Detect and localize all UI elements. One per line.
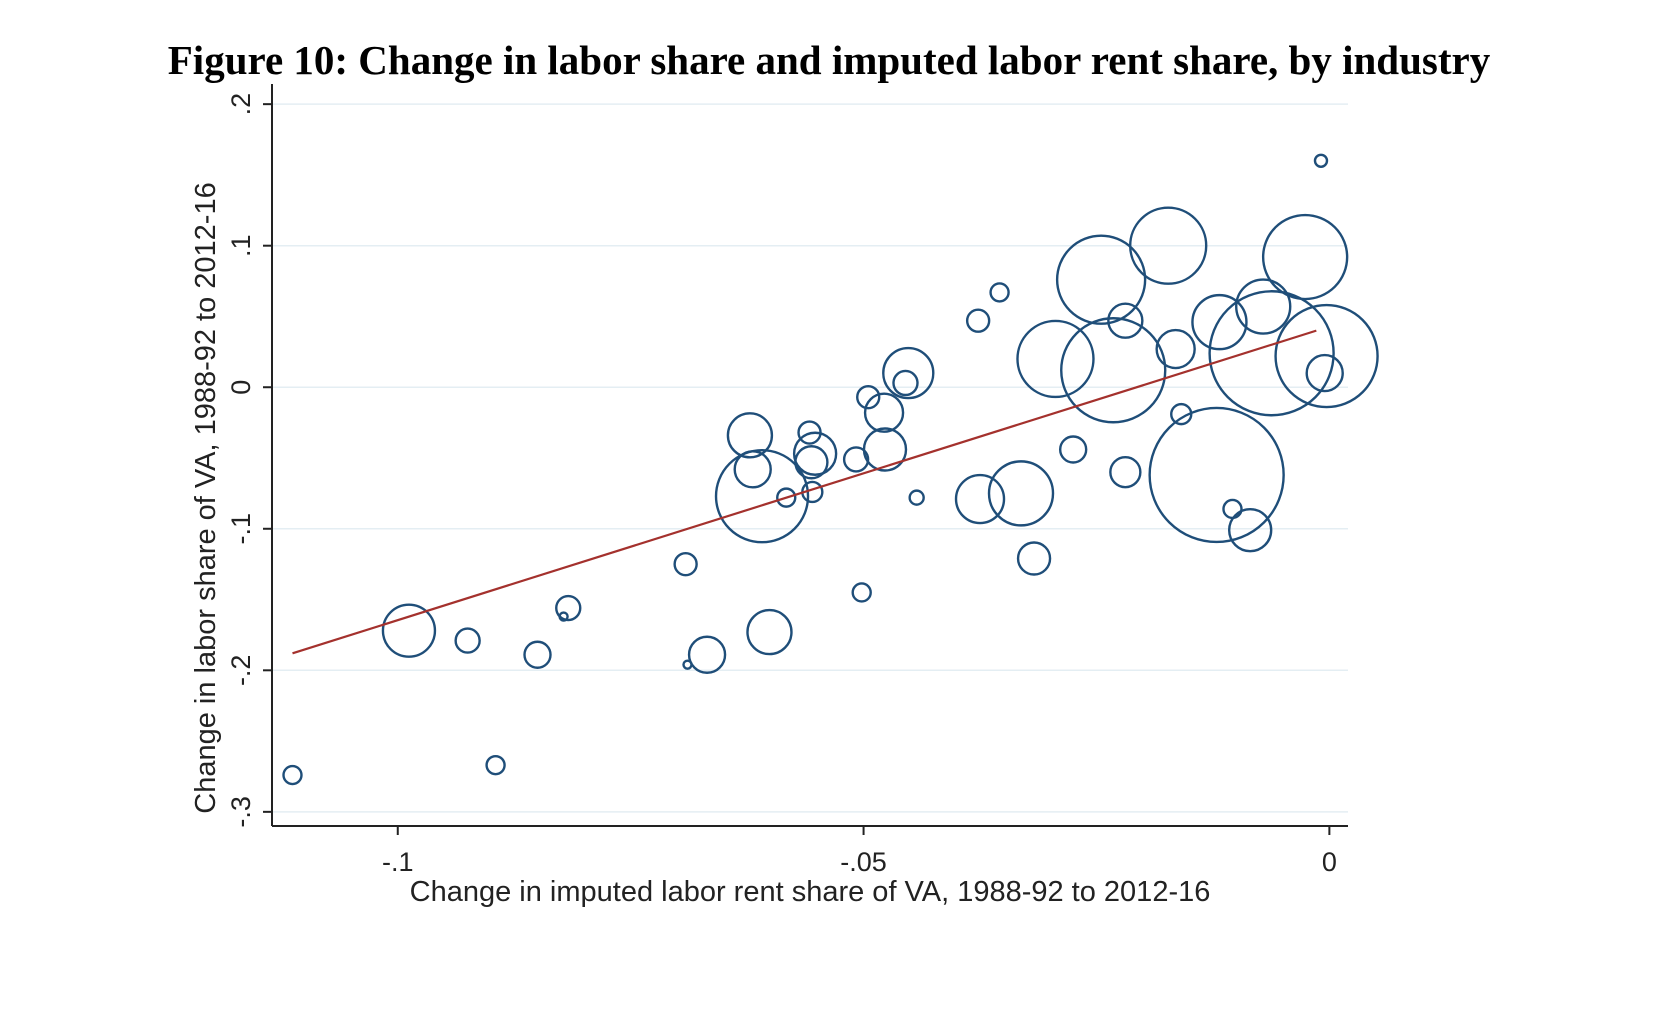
- scatter-point: [714, 449, 810, 544]
- scatter-point: [965, 308, 991, 333]
- scatter-point: [1016, 319, 1095, 399]
- axes: [271, 84, 1348, 827]
- scatter-point: [908, 489, 925, 506]
- scatter-point: [1235, 278, 1292, 335]
- scatter-point: [794, 445, 829, 480]
- y-tick-label: 0: [226, 380, 256, 395]
- y-tick-label: -.2: [226, 655, 256, 687]
- scatter-point: [1058, 435, 1088, 464]
- scatter-point: [1227, 507, 1273, 553]
- x-axis-ticks: -.1 -.05 0: [382, 826, 1337, 877]
- scatter-point: [1060, 317, 1167, 424]
- scatter-point: [523, 640, 552, 669]
- y-tick-label: .1: [226, 234, 256, 257]
- y-tick-label: .2: [226, 93, 256, 116]
- scatter-point: [1155, 328, 1196, 370]
- scatter-point: [1191, 293, 1248, 351]
- scatter-point: [954, 473, 1006, 525]
- scatter-point: [454, 627, 481, 654]
- scatter-point: [892, 369, 919, 397]
- scatter-point: [862, 427, 908, 472]
- scatter-point: [381, 603, 437, 658]
- scatter-point: [1109, 455, 1142, 489]
- scatter-point: [687, 635, 727, 674]
- scatter-point: [1274, 303, 1379, 409]
- x-tick-label: -.1: [382, 847, 414, 877]
- y-tick-label: -.3: [226, 796, 256, 828]
- scatter-point: [1148, 406, 1285, 544]
- y-axis-label: Change in labor share of VA, 1988-92 to …: [190, 182, 222, 813]
- scatter-point: [1261, 213, 1349, 301]
- scatter-point: [842, 446, 870, 473]
- scatter-point: [282, 764, 303, 786]
- scatter-point: [856, 384, 881, 410]
- scatter-point: [673, 551, 698, 577]
- x-tick-label: -.05: [840, 847, 887, 877]
- scatter-point: [746, 608, 793, 656]
- y-tick-label: -.1: [226, 513, 256, 545]
- scatter-point: [987, 460, 1055, 527]
- scatter-point: [1107, 302, 1144, 339]
- x-tick-label: 0: [1322, 847, 1337, 877]
- fit-line: [292, 329, 1317, 655]
- scatter-point: [792, 431, 838, 476]
- scatter-points: [282, 153, 1379, 786]
- scatter-point: [851, 582, 872, 603]
- scatter-point: [555, 594, 582, 622]
- grid-lines: [272, 103, 1348, 813]
- x-axis-label: Change in imputed labor rent share of VA…: [410, 876, 1211, 908]
- scatter-point: [726, 412, 774, 459]
- scatter-point: [776, 487, 797, 508]
- scatter-point: [1208, 290, 1335, 417]
- scatter-point: [1170, 402, 1193, 426]
- scatter-point: [863, 392, 905, 433]
- scatter-point: [1313, 153, 1329, 168]
- y-axis-ticks: -.3 -.2 -.1 0 .1 .2: [226, 93, 272, 828]
- scatter-point: [1305, 353, 1344, 393]
- scatter-point: [1222, 498, 1243, 520]
- scatter-point: [485, 754, 506, 776]
- scatter-point: [1016, 541, 1052, 576]
- scatter-point: [1129, 206, 1208, 285]
- scatter-point: [1055, 234, 1147, 325]
- scatter-point: [989, 282, 1010, 303]
- figure-title: Figure 10: Change in labor share and imp…: [167, 37, 1491, 83]
- scatter-point: [882, 346, 935, 400]
